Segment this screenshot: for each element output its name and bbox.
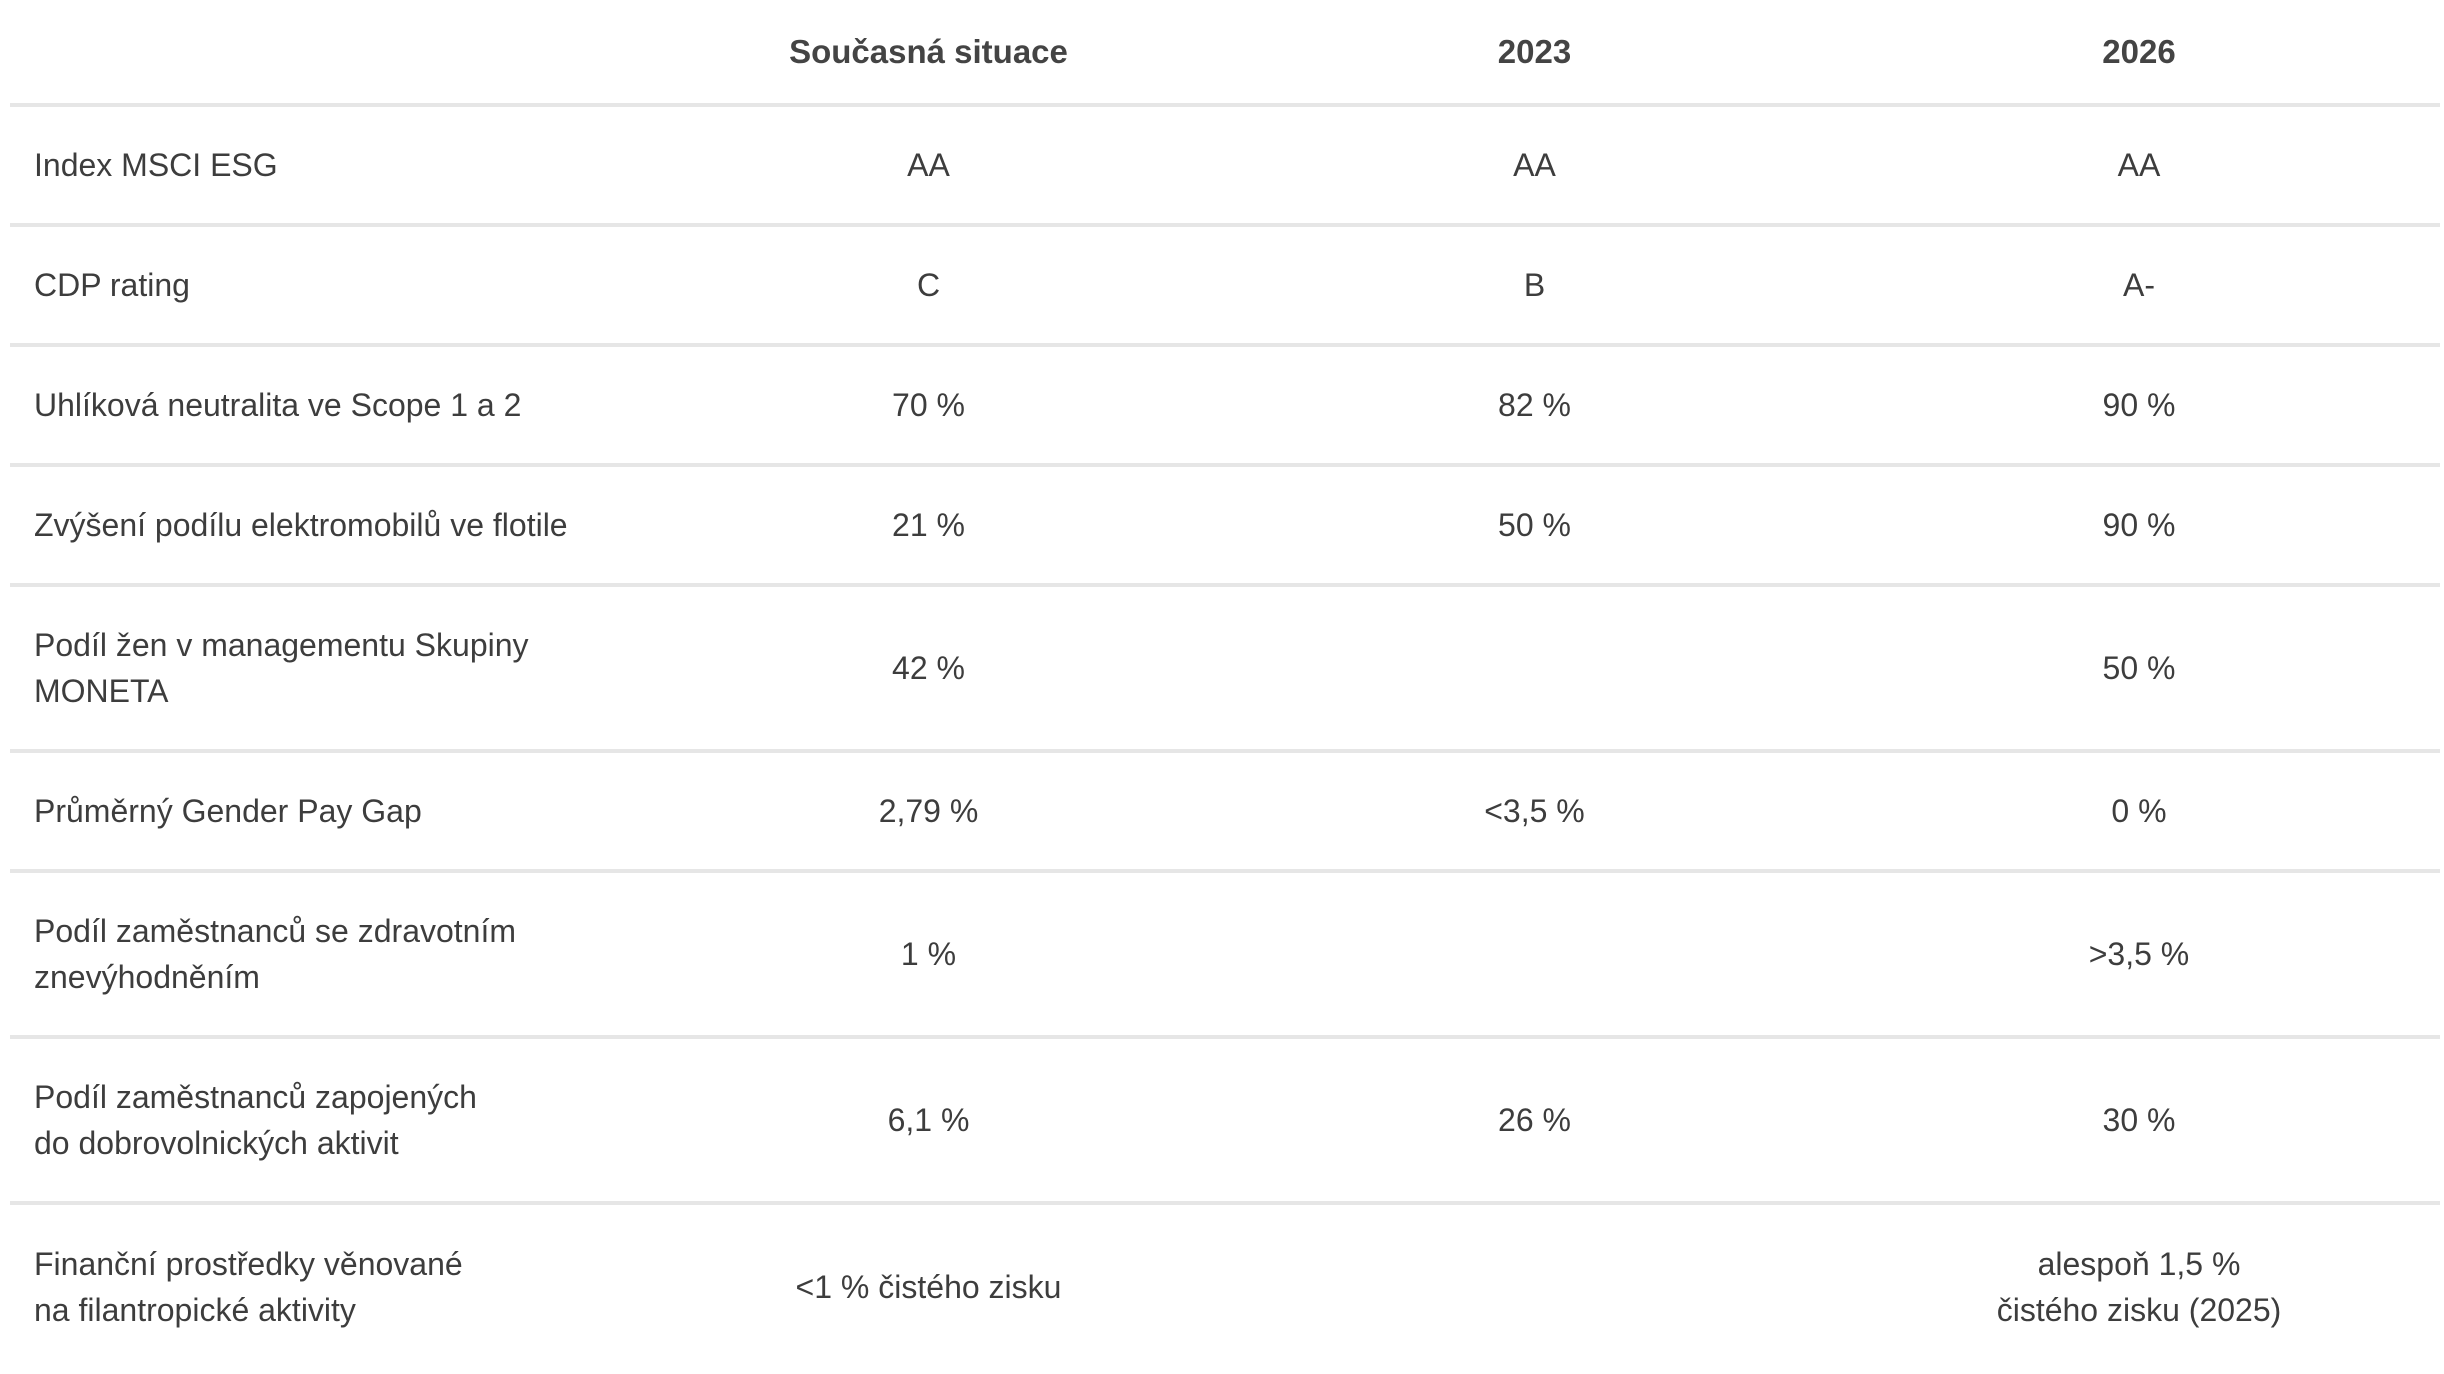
table-row: Podíl zaměstnanců se zdravotním znevýhod… [10,871,2440,1039]
row-label: Index MSCI ESG [10,105,626,227]
value-current: 70 % [626,345,1231,467]
table-row: Uhlíková neutralita ve Scope 1 a 2 70 % … [10,345,2440,467]
value-current: 21 % [626,465,1231,587]
value-current: 2,79 % [626,751,1231,873]
table-row: Zvýšení podílu elektromobilů ve flotile … [10,465,2440,587]
value-2023: 82 % [1231,345,1838,467]
value-2026: AA [1838,105,2440,227]
value-2023 [1231,871,1838,1039]
row-label: Uhlíková neutralita ve Scope 1 a 2 [10,345,626,467]
value-current: 1 % [626,871,1231,1039]
value-2026: alespoň 1,5 % čistého zisku (2025) [1996,1246,2282,1328]
value-2023: 50 % [1231,465,1838,587]
header-current-situation: Současná situace [626,0,1231,107]
value-current: 6,1 % [626,1037,1231,1205]
header-2023: 2023 [1231,0,1838,107]
value-current: AA [626,105,1231,227]
table-row: Finanční prostředky věnované na filantro… [10,1203,2440,1369]
value-2023: 26 % [1231,1037,1838,1205]
value-2023 [1231,1203,1838,1369]
value-2023 [1231,585,1838,753]
row-label: Podíl zaměstnanců zapojených do dobrovol… [10,1037,626,1205]
row-label: Průměrný Gender Pay Gap [10,751,626,873]
table-row: Podíl žen v managementu Skupiny MONETA 4… [10,585,2440,753]
value-2026: 30 % [1838,1037,2440,1205]
value-2023: <3,5 % [1231,751,1838,873]
row-label: Podíl zaměstnanců se zdravotním znevýhod… [10,871,626,1039]
table-row: Index MSCI ESG AA AA AA [10,105,2440,227]
value-2023: B [1231,225,1838,347]
row-label: CDP rating [10,225,626,347]
value-2026: >3,5 % [1838,871,2440,1039]
row-label: Finanční prostředky věnované na filantro… [34,1246,463,1328]
value-current: 42 % [626,585,1231,753]
value-2026: 90 % [1838,465,2440,587]
header-empty [10,0,626,107]
header-2026: 2026 [1838,0,2440,107]
value-2026: 50 % [1838,585,2440,753]
value-2023: AA [1231,105,1838,227]
table-row: Průměrný Gender Pay Gap 2,79 % <3,5 % 0 … [10,751,2440,873]
row-label: Zvýšení podílu elektromobilů ve flotile [10,465,626,587]
value-current: C [626,225,1231,347]
row-label: Podíl žen v managementu Skupiny MONETA [10,585,626,753]
table-row: Podíl zaměstnanců zapojených do dobrovol… [10,1037,2440,1205]
table-header-row: Současná situace 2023 2026 [10,0,2440,107]
value-2026: A- [1838,225,2440,347]
value-current: <1 % čistého zisku [795,1269,1062,1305]
value-2026: 0 % [1838,751,2440,873]
value-2026: 90 % [1838,345,2440,467]
table-row: CDP rating C B A- [10,225,2440,347]
esg-targets-table: Současná situace 2023 2026 Index MSCI ES… [10,0,2440,1369]
